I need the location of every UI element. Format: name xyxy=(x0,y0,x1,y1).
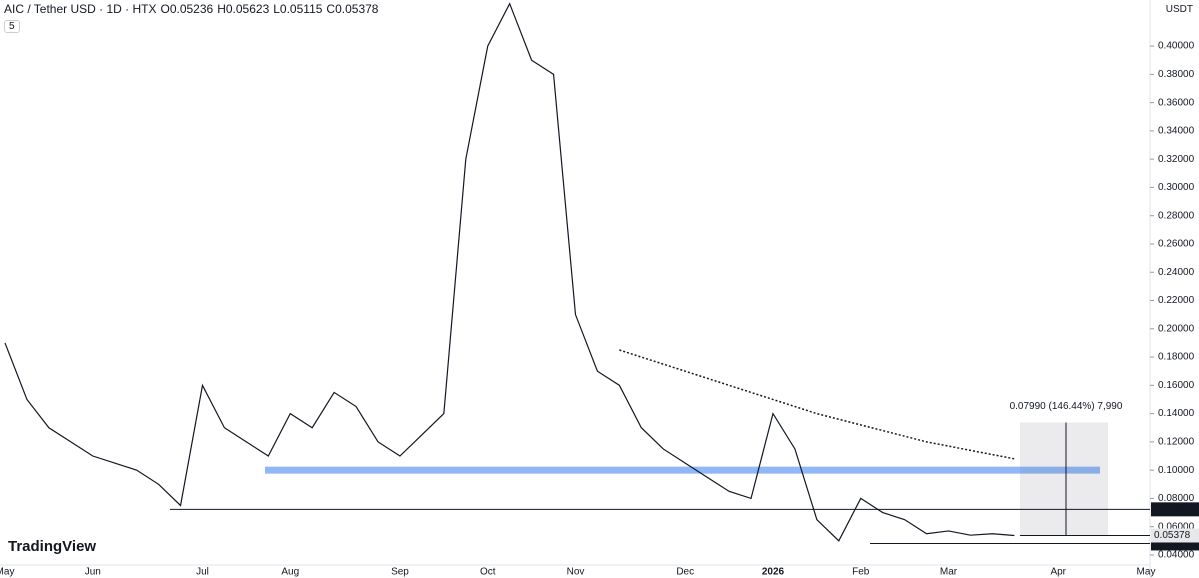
y-tick-label: 0.34000 xyxy=(1158,126,1195,137)
currency[interactable]: USDT xyxy=(1165,4,1193,15)
price-tag-label: 0.05378 xyxy=(1154,530,1191,541)
x-tick-label: Oct xyxy=(480,567,496,578)
y-tick-label: 0.38000 xyxy=(1158,69,1195,80)
price-tag-label: 0.07227 xyxy=(1154,504,1191,515)
price-tag-label: 0.04814 xyxy=(1154,538,1191,549)
x-tick-label: Apr xyxy=(1050,567,1066,578)
y-tick-label: 0.08000 xyxy=(1158,493,1195,504)
x-tick-label: Feb xyxy=(852,567,870,578)
y-tick-label: 0.16000 xyxy=(1158,380,1195,391)
x-tick-label: May xyxy=(0,567,14,578)
y-tick-label: 0.14000 xyxy=(1158,408,1195,419)
x-tick-label: Aug xyxy=(281,567,299,578)
y-tick-label: 0.10000 xyxy=(1158,465,1195,476)
y-tick-label: 0.26000 xyxy=(1158,239,1195,250)
open: O0.05236 xyxy=(160,2,214,16)
close: C0.05378 xyxy=(326,2,379,16)
x-tick-label: May xyxy=(1137,567,1156,578)
y-tick-label: 0.22000 xyxy=(1158,295,1195,306)
y-tick-label: 0.28000 xyxy=(1158,210,1195,221)
x-tick-label: Mar xyxy=(940,567,958,578)
y-tick-label: 0.20000 xyxy=(1158,323,1195,334)
y-tick-label: 0.18000 xyxy=(1158,352,1195,363)
indicator-toggle[interactable]: 5 xyxy=(4,20,20,33)
y-tick-label: 0.04000 xyxy=(1158,550,1195,561)
y-tick-label: 0.24000 xyxy=(1158,267,1195,278)
brand: TradingView xyxy=(8,538,97,555)
price-tag xyxy=(1151,528,1199,543)
x-tick-label: Dec xyxy=(676,567,694,578)
x-tick-label: Sep xyxy=(391,567,409,578)
y-tick-label: 0.36000 xyxy=(1158,97,1195,108)
price-tag xyxy=(1151,502,1199,517)
high: H0.05623 xyxy=(217,2,270,16)
symbol: AIC / Tether USD · 1D · HTX xyxy=(4,2,157,16)
low: L0.05115 xyxy=(273,2,323,16)
price-line xyxy=(619,349,1015,460)
y-tick-label: 0.12000 xyxy=(1158,437,1195,448)
x-tick-label: Nov xyxy=(567,567,585,578)
x-tick-label: 2026 xyxy=(762,567,785,578)
price-line xyxy=(4,2,1015,542)
measure-label: 0.07990 (146.44%) 7,990 xyxy=(1010,401,1123,412)
y-tick-label: 0.40000 xyxy=(1158,41,1195,52)
x-tick-label: Jun xyxy=(85,567,101,578)
y-tick-label: 0.30000 xyxy=(1158,182,1195,193)
header: AIC / Tether USD · 1D · HTX O0.05236 H0.05… xyxy=(4,2,382,16)
measure-box xyxy=(1020,422,1108,536)
y-tick-label: 0.32000 xyxy=(1158,154,1195,165)
y-tick-label: 0.06000 xyxy=(1158,521,1195,532)
x-tick-label: Jul xyxy=(196,567,209,578)
